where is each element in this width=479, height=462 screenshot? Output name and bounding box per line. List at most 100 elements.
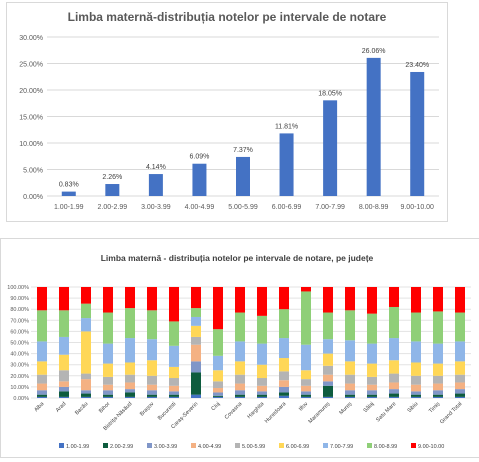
stack-segment [323,381,333,386]
stack-segment [103,396,113,398]
stack-segment [345,361,355,375]
stack-segment [191,287,201,309]
legend-label: 6.00-6.99 [286,444,309,450]
y-tick-label: 15.00% [19,115,43,122]
data-label: 6.09% [190,154,210,161]
stack-segment [345,390,355,395]
stack-segment [301,379,311,386]
x-tick-label: 5.00-5.99 [228,204,258,211]
chart-title: Limba maternă-distribuția notelor pe int… [68,10,387,24]
stack-segment [367,390,377,395]
y-tick-label: 30.00% [10,363,29,369]
legend-label: 3.00-3.99 [154,444,177,450]
stack-segment [213,381,223,389]
stack-segment [37,374,47,384]
stack-segment [103,287,113,313]
stack-segment [213,395,223,397]
x-tick-label: 7.00-7.99 [315,204,345,211]
stack-segment [279,358,289,372]
stack-segment [125,392,135,397]
stack-segment [257,343,267,365]
stack-segment [147,384,157,391]
bar [279,133,294,196]
legend-swatch [147,443,152,448]
bar [366,57,381,196]
stack-segment [433,287,443,312]
legend-label: 7.00-7.99 [330,444,353,450]
stack-segment [455,341,465,362]
x-tick-label: 1.00-1.99 [54,204,84,211]
legend-swatch [411,443,416,448]
bar [323,100,338,196]
stack-segment [147,394,157,397]
stack-segment [37,361,47,375]
x-tick-label: Alba [33,401,46,414]
stack-segment [345,394,355,397]
bar [410,71,425,196]
x-tick-label: Timiș [428,401,442,415]
stack-segment [125,362,135,375]
stack-segment [433,396,443,398]
stack-segment [279,380,289,387]
stack-segment [103,390,113,395]
stack-segment [433,394,443,397]
stack-segment [125,287,135,309]
stack-segment [125,396,135,398]
stack-segment [59,386,69,392]
stack-segment [59,396,69,398]
stack-segment [37,341,47,362]
bar [236,156,250,196]
stack-segment [323,353,333,366]
stack-segment [257,378,267,386]
legend-swatch [235,443,240,448]
stack-segment [59,287,69,311]
stack-segment [301,396,311,398]
legend-label: 5.00-5.99 [242,444,265,450]
x-tick-label: Grand Total [439,401,463,425]
stack-segment [257,287,267,316]
stack-segment [455,374,465,383]
stack-segment [433,363,443,376]
stack-segment [301,391,311,395]
stack-segment [279,371,289,381]
stack-segment [169,394,179,397]
y-tick-label: 25.00% [19,62,43,69]
legend-label: 1.00-1.99 [66,444,89,450]
stack-segment [279,338,289,359]
stack-segment [323,287,333,313]
x-tick-label: 2.00-2.99 [98,204,128,211]
x-tick-label: 6.00-6.99 [272,204,302,211]
x-tick-label: Sălaj [363,401,376,414]
stack-segment [235,396,245,398]
stack-segment [81,379,91,391]
stack-segment [389,382,399,390]
stack-segment [213,329,223,356]
stack-segment [37,394,47,397]
stack-segment [301,291,311,345]
data-label: 4.14% [146,164,166,171]
y-tick-label: 20.00% [10,374,29,380]
stack-segment [81,303,91,319]
stack-segment [367,384,377,391]
legend-swatch [279,443,284,448]
stack-segment [213,388,223,393]
y-tick-label: 80.00% [10,307,29,313]
x-tick-label: Harghita [246,401,266,421]
stack-segment [411,341,421,363]
y-tick-label: 20.00% [19,88,43,95]
stack-segment [125,308,135,339]
stack-segment [169,287,179,322]
stack-segment [103,376,113,385]
data-label: 11.81% [275,123,298,130]
stack-segment [103,363,113,377]
stack-segment [37,383,47,391]
stack-segment [147,339,157,361]
stack-segment [323,312,333,340]
stack-segment [279,287,289,310]
y-tick-label: 5.00% [23,168,43,175]
stack-segment [433,375,443,384]
stack-segment [235,287,245,313]
stack-segment [301,344,311,371]
x-tick-label: 3.00-3.99 [141,204,171,211]
stack-segment [59,391,69,397]
